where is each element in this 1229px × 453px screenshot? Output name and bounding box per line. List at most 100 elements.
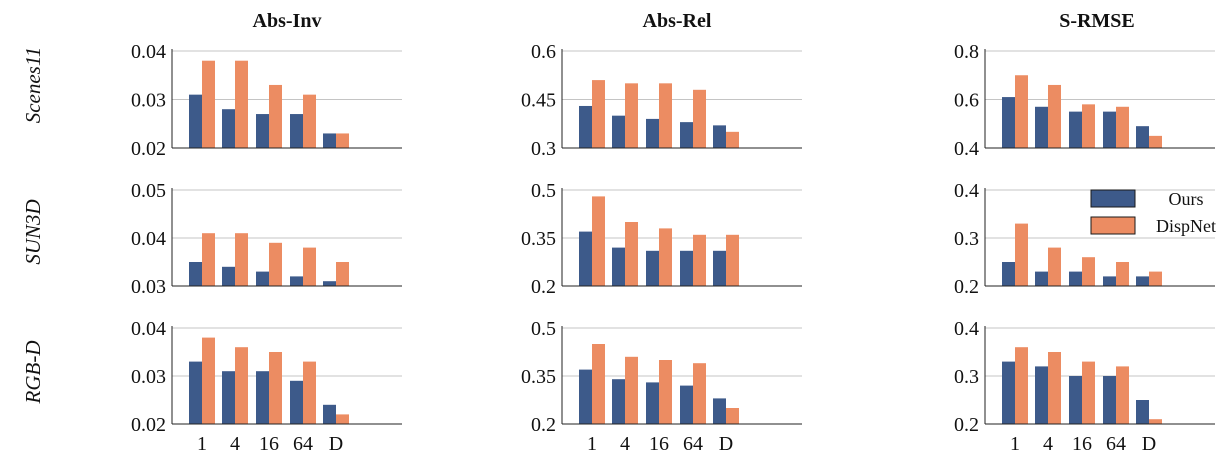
bar-dispnet xyxy=(1149,135,1162,148)
bar-ours xyxy=(1035,271,1048,286)
chart-panel: 0.02 0.03 0.04 xyxy=(131,41,402,160)
bar-dispnet xyxy=(1015,347,1028,424)
bar-ours xyxy=(1069,376,1082,424)
y-tick-label: 0.5 xyxy=(531,180,556,202)
bar-ours xyxy=(290,380,303,424)
bar-dispnet xyxy=(1149,271,1162,286)
bar-ours xyxy=(680,250,693,286)
chart-panel: 0.2 0.3 0.4 Ours DispNet xyxy=(954,180,1216,298)
bar-dispnet xyxy=(336,414,349,424)
bar-ours xyxy=(323,404,336,424)
chart-panel: 0.2 0.35 0.5 1 4 16 64 D xyxy=(521,318,802,453)
bar-ours xyxy=(1103,376,1116,424)
bar-ours xyxy=(189,94,202,148)
bar-ours xyxy=(680,122,693,148)
y-tick-label: 0.2 xyxy=(531,276,556,298)
bar-dispnet xyxy=(1116,262,1129,286)
chart-panel: 0.2 0.35 0.5 xyxy=(521,180,802,298)
y-tick-label: 0.5 xyxy=(531,318,556,340)
y-tick-label: 0.03 xyxy=(131,366,166,388)
chart-panel: 0.2 0.3 0.4 1 4 16 64 D xyxy=(954,318,1215,453)
bar-ours xyxy=(323,281,336,286)
bar-ours xyxy=(612,379,625,424)
y-tick-label: 0.03 xyxy=(131,276,166,298)
legend-swatch-ours xyxy=(1090,189,1136,208)
bar-ours xyxy=(646,382,659,424)
y-tick-label: 0.2 xyxy=(954,414,979,436)
bar-ours xyxy=(222,266,235,286)
bar-ours xyxy=(713,250,726,286)
bar-dispnet xyxy=(726,234,739,286)
bar-ours xyxy=(1136,126,1149,148)
bar-ours xyxy=(256,271,269,286)
bar-ours xyxy=(579,105,592,148)
bar-dispnet xyxy=(693,363,706,424)
legend-label-ours: Ours xyxy=(1169,189,1204,209)
x-tick-label: 16 xyxy=(1072,433,1092,453)
bar-ours xyxy=(290,276,303,286)
bar-ours xyxy=(1035,366,1048,424)
x-tick-label: 64 xyxy=(1106,433,1126,453)
row-label-scenes11: Scenes11 xyxy=(21,47,45,124)
bar-ours xyxy=(189,262,202,286)
y-tick-label: 0.2 xyxy=(531,414,556,436)
bar-dispnet xyxy=(303,361,316,424)
y-tick-label: 0.6 xyxy=(531,41,556,63)
bar-ours xyxy=(1103,276,1116,286)
y-tick-label: 0.4 xyxy=(954,138,979,160)
x-tick-label: 4 xyxy=(1043,433,1053,453)
bar-dispnet xyxy=(726,131,739,148)
bar-ours xyxy=(713,398,726,424)
bar-dispnet xyxy=(269,84,282,148)
x-tick-label: D xyxy=(1142,433,1156,453)
legend-label-dispnet: DispNet xyxy=(1156,216,1216,236)
bar-dispnet xyxy=(1116,366,1129,424)
x-tick-label: 1 xyxy=(587,433,597,453)
y-tick-label: 0.04 xyxy=(131,318,166,340)
y-tick-label: 0.04 xyxy=(131,41,166,63)
bar-ours xyxy=(189,361,202,424)
bar-ours xyxy=(1136,276,1149,286)
bar-ours xyxy=(1035,106,1048,148)
bar-dispnet xyxy=(659,360,672,424)
bar-dispnet xyxy=(336,262,349,286)
bar-ours xyxy=(1002,97,1015,148)
bar-ours xyxy=(579,369,592,424)
bar-ours xyxy=(1002,262,1015,286)
bar-dispnet xyxy=(592,80,605,148)
bar-ours xyxy=(222,109,235,148)
y-tick-label: 0.4 xyxy=(954,318,979,340)
y-tick-label: 0.02 xyxy=(131,414,166,436)
bar-dispnet xyxy=(659,83,672,148)
y-tick-label: 0.04 xyxy=(131,228,166,250)
column-title-s-rmse: S-RMSE xyxy=(1059,10,1135,32)
y-tick-label: 0.3 xyxy=(954,228,979,250)
bar-dispnet xyxy=(592,196,605,286)
bar-dispnet xyxy=(336,133,349,148)
x-tick-label: 1 xyxy=(197,433,207,453)
bar-ours xyxy=(680,385,693,424)
bar-dispnet xyxy=(625,222,638,286)
bar-dispnet xyxy=(202,60,215,149)
y-tick-label: 0.02 xyxy=(131,138,166,160)
y-tick-label: 0.8 xyxy=(954,41,979,63)
bar-dispnet xyxy=(625,83,638,148)
chart-panel: 0.03 0.04 0.05 xyxy=(131,180,402,298)
y-tick-label: 0.03 xyxy=(131,90,166,112)
bar-dispnet xyxy=(235,60,248,149)
bar-dispnet xyxy=(1149,419,1162,424)
bar-dispnet xyxy=(235,233,248,286)
bar-dispnet xyxy=(303,94,316,148)
bar-dispnet xyxy=(693,89,706,148)
row-label-sun3d: SUN3D xyxy=(21,199,45,264)
x-tick-label: 16 xyxy=(649,433,669,453)
x-tick-label: 64 xyxy=(683,433,703,453)
bar-dispnet xyxy=(202,233,215,286)
row-label-rgb-d: RGB-D xyxy=(21,341,45,405)
bar-dispnet xyxy=(1048,247,1061,286)
y-tick-label: 0.3 xyxy=(531,138,556,160)
y-tick-label: 0.45 xyxy=(521,90,556,112)
y-tick-label: 0.4 xyxy=(954,180,979,202)
bar-ours xyxy=(256,371,269,424)
